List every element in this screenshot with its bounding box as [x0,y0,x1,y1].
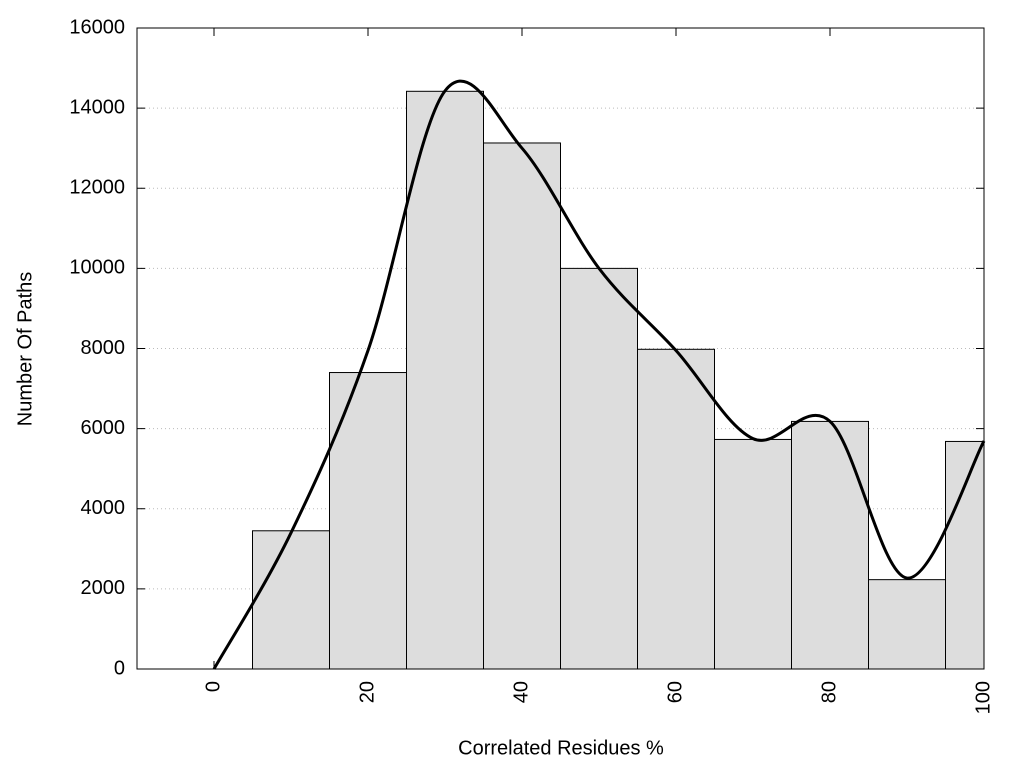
y-axis-label: Number Of Paths [14,272,36,427]
plot-frame [136,27,985,670]
y-tick-label: 6000 [81,417,126,439]
y-tick-label: 16000 [69,16,125,38]
x-tick-label: 0 [202,681,224,692]
bar [868,579,946,670]
y-tick-label: 10000 [69,257,125,279]
bar [329,372,407,670]
y-tick-label: 12000 [69,177,125,199]
x-tick-label: 60 [664,681,686,703]
bar [252,530,330,670]
bar [406,90,484,670]
smooth-line [212,79,986,670]
bar [714,438,792,670]
bar [483,142,561,670]
bar [791,420,869,670]
x-tick-label: 100 [972,681,994,714]
y-tick-label: 14000 [69,96,125,118]
y-tick-label: 2000 [81,577,126,599]
bar [945,440,985,670]
y-tick-label: 8000 [81,337,126,359]
bar [560,267,638,670]
y-tick-label: 4000 [81,497,126,519]
x-tick-label: 20 [356,681,378,703]
x-axis-label: Correlated Residues % [458,737,664,759]
bar [637,348,715,670]
y-tick-label: 0 [114,657,125,679]
x-tick-label: 80 [818,681,840,703]
x-tick-label: 40 [510,681,532,703]
